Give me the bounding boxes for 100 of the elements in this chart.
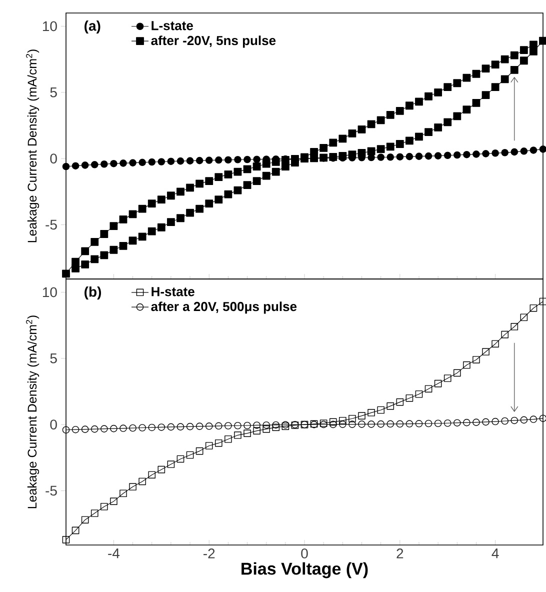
point [252,162,261,170]
point [463,150,470,158]
point [444,419,452,427]
point [148,158,156,166]
point [100,251,108,260]
point [90,255,99,264]
legend-label: after -20V, 5ns pulse [151,36,276,48]
point [329,138,338,147]
point [166,192,175,200]
point [128,210,137,218]
point [81,260,90,268]
point [167,460,175,468]
point [119,215,128,224]
point [272,424,280,431]
point [520,56,528,65]
point [406,152,414,160]
point [129,424,136,432]
point [520,148,528,155]
point [62,536,70,544]
point [244,422,251,430]
point [377,406,384,414]
point [234,156,242,164]
point [339,420,346,428]
point [72,426,80,434]
point [176,455,184,463]
point [500,55,509,64]
point [377,154,384,161]
point [338,134,347,143]
point [368,409,375,416]
point [129,483,136,490]
point [396,420,404,428]
point [110,222,118,230]
y-tick-label: 10 [42,21,57,32]
point [186,422,194,430]
point [367,147,376,156]
point [205,177,214,186]
point [320,144,328,152]
point [176,157,184,165]
point [530,304,538,312]
point [272,168,280,176]
point [482,150,490,158]
point [291,158,299,166]
point [120,424,127,432]
point [424,92,432,100]
point [396,106,404,115]
point [386,420,394,428]
point [348,420,356,428]
point [396,398,404,406]
y-tick-label: 0 [50,420,57,430]
point [262,160,270,168]
point [358,420,366,428]
x-tick-label: 4 [492,548,499,558]
point [272,421,280,429]
point [367,120,376,128]
y-axis-title: Leakage Current Density (mA/cm$^{2}$) [26,50,40,242]
y-tick-label: -5 [46,220,57,230]
point [234,432,242,439]
point [196,180,204,188]
point [148,424,156,432]
point [462,74,471,82]
point [72,526,80,534]
annotation: (a) [84,20,100,34]
point [415,420,423,428]
point [262,425,270,433]
point [520,416,528,424]
point [329,420,337,428]
point [243,181,252,189]
point [454,419,461,426]
point [234,422,242,430]
point [453,79,462,88]
point [214,173,223,182]
point [166,218,175,226]
point [81,426,89,433]
point [62,162,70,170]
point [510,51,518,60]
point [520,46,528,54]
point [510,66,518,74]
point [482,64,490,73]
point [492,149,499,157]
point [167,158,175,165]
point [376,116,385,124]
point [358,149,366,157]
point [444,83,452,92]
point [224,190,232,198]
point [110,246,118,254]
point [62,270,70,278]
point [415,132,423,141]
point [81,516,89,524]
point [224,422,232,430]
point [454,369,461,377]
point [463,361,470,369]
point [386,110,394,119]
point [90,161,98,168]
point [510,322,518,330]
point [81,162,89,169]
point [224,435,232,443]
point [530,416,538,423]
point [386,402,394,410]
point [472,150,480,158]
point [472,70,480,78]
